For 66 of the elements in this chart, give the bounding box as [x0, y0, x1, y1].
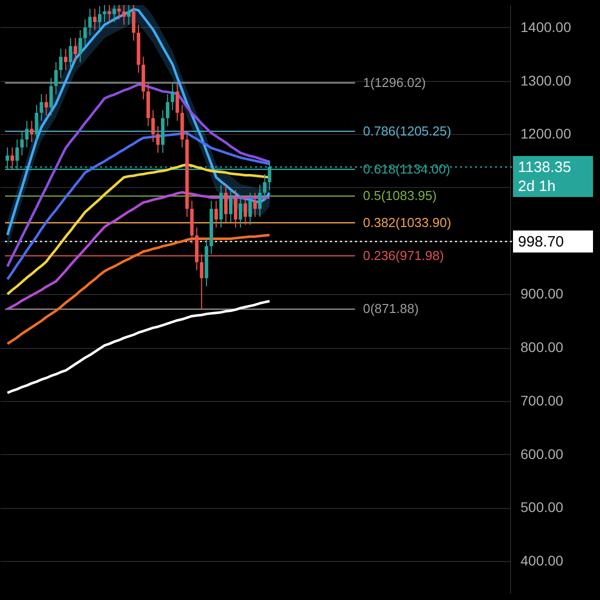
candlestick — [127, 4, 131, 26]
line-series — [6, 163, 271, 296]
candlestick — [83, 18, 87, 47]
candlestick — [74, 38, 78, 63]
line-series — [6, 83, 271, 268]
candlestick — [200, 254, 204, 310]
ref-line-label: 0.5(1083.95) — [363, 188, 437, 204]
candlestick — [78, 30, 82, 63]
candlestick — [234, 190, 238, 228]
ref-line-label: 0.382(1033.90) — [363, 214, 452, 230]
candlestick — [34, 104, 38, 143]
candlestick — [122, 4, 126, 26]
candlestick — [44, 94, 48, 116]
candlestick — [59, 48, 63, 79]
y-tick-label: 500.00 — [520, 499, 564, 516]
candlestick — [258, 184, 262, 218]
candlestick — [117, 4, 121, 20]
candlestick — [228, 190, 232, 223]
candlestick — [151, 110, 155, 143]
candlestick — [68, 38, 72, 71]
y-tick-label: 1400.00 — [520, 18, 572, 35]
y-tick-label: 1300.00 — [520, 72, 572, 88]
candlestick — [176, 82, 180, 122]
candlestick — [102, 4, 106, 23]
ref-line-label: 1(1296.02) — [363, 74, 426, 90]
candlestick — [10, 146, 14, 170]
y-tick-label: 700.00 — [520, 392, 564, 408]
candlestick — [132, 4, 136, 42]
candlestick — [98, 6, 102, 31]
candlestick — [156, 126, 160, 154]
candlestick — [40, 94, 44, 122]
y-tick-label: 600.00 — [520, 446, 564, 462]
candlestick — [248, 192, 252, 226]
candlestick — [93, 8, 97, 31]
candlestick — [49, 78, 53, 116]
candlestick — [170, 82, 174, 111]
y-tick-label: 800.00 — [520, 339, 564, 356]
candlestick — [88, 8, 92, 36]
y-tick-label: 900.00 — [520, 286, 564, 302]
candlestick — [238, 194, 242, 228]
candlestick — [253, 192, 257, 218]
line-series — [6, 234, 271, 346]
candlestick — [20, 130, 24, 156]
candlestick — [166, 94, 170, 127]
y-tick-label: 400.00 — [520, 552, 564, 568]
candlestick — [244, 194, 248, 226]
text: 2d 1h — [518, 178, 556, 196]
ref-line-label: 1138.35 — [518, 159, 572, 176]
line-series — [6, 300, 271, 394]
ref-line-label: 998.70 — [518, 234, 564, 251]
ref-line-label: 0.236(971.98) — [363, 248, 444, 263]
line-series — [6, 132, 271, 281]
ref-line-label: 0.618(1134.00) — [363, 161, 450, 176]
candlestick — [224, 184, 228, 223]
candlestick — [30, 120, 34, 143]
candlestick — [214, 200, 218, 228]
candlestick — [54, 62, 58, 95]
ref-line-label: 0(871.88) — [363, 301, 419, 316]
ref-line-label: 0.786(1205.25) — [363, 123, 452, 138]
candlestick — [64, 48, 68, 71]
candlestick — [262, 174, 266, 202]
y-tick-label: 1200.00 — [520, 126, 572, 142]
line-series — [6, 191, 271, 310]
candlestick — [25, 120, 29, 148]
candlestick — [108, 4, 112, 23]
candlestick — [112, 4, 116, 23]
